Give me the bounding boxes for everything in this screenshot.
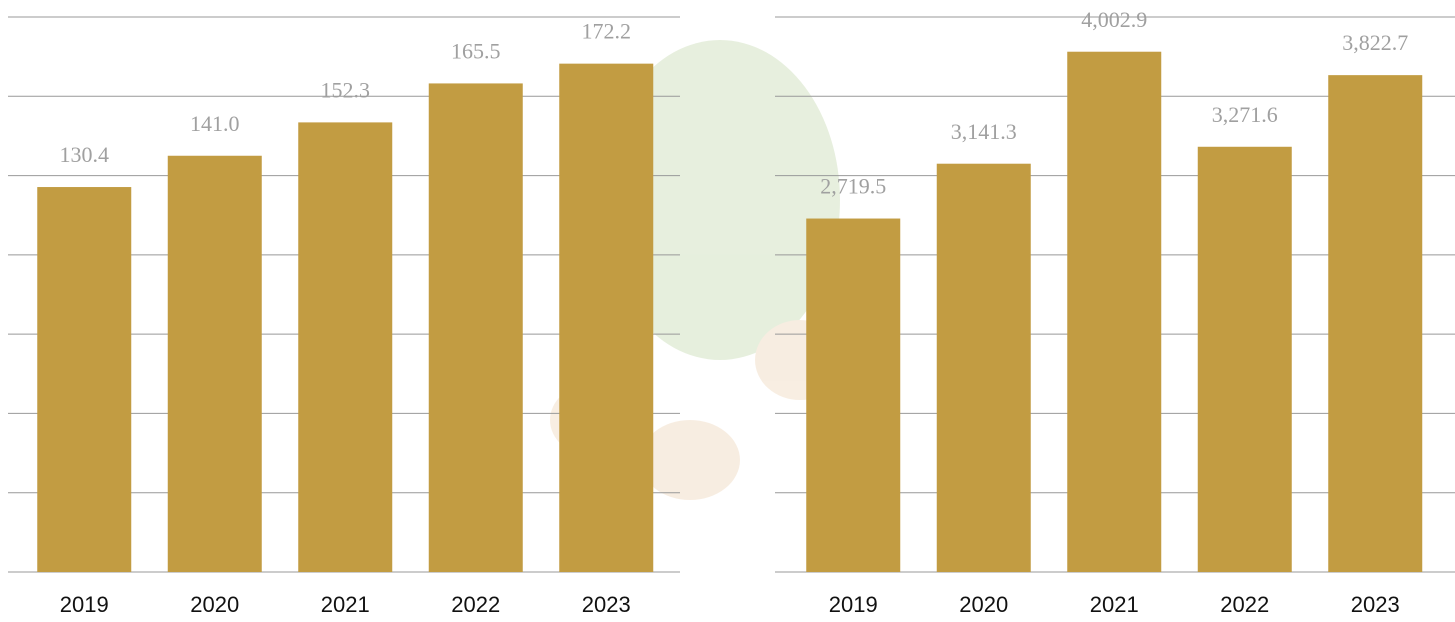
bar (937, 164, 1031, 572)
page: 130.4 2019 141.0 2020 152.3 2021 165.5 2022 172.… (0, 0, 1455, 622)
value-label: 4,002.9 (1081, 7, 1147, 32)
value-label: 172.2 (582, 19, 632, 44)
value-label: 2,719.5 (820, 174, 886, 199)
bar (1328, 75, 1422, 572)
bar (806, 219, 900, 572)
value-label: 3,822.7 (1342, 30, 1408, 55)
x-tick-label: 2022 (451, 592, 500, 617)
bar (559, 64, 653, 572)
bar (1198, 147, 1292, 572)
x-tick-label: 2019 (60, 592, 109, 617)
value-label: 152.3 (321, 77, 371, 102)
x-tick-label: 2023 (582, 592, 631, 617)
x-tick-label: 2023 (1351, 592, 1400, 617)
x-tick-label: 2020 (959, 592, 1008, 617)
value-label: 130.4 (60, 142, 110, 167)
value-label: 141.0 (190, 111, 240, 136)
bar (429, 83, 523, 572)
bar (168, 156, 262, 572)
bar (37, 187, 131, 572)
bar (1067, 52, 1161, 572)
value-label: 3,141.3 (951, 119, 1017, 144)
value-label: 165.5 (451, 38, 501, 63)
x-tick-label: 2022 (1220, 592, 1269, 617)
x-tick-label: 2021 (321, 592, 370, 617)
x-tick-label: 2021 (1090, 592, 1139, 617)
bar (298, 122, 392, 572)
x-tick-label: 2020 (190, 592, 239, 617)
x-tick-label: 2019 (829, 592, 878, 617)
value-label: 3,271.6 (1212, 102, 1278, 127)
